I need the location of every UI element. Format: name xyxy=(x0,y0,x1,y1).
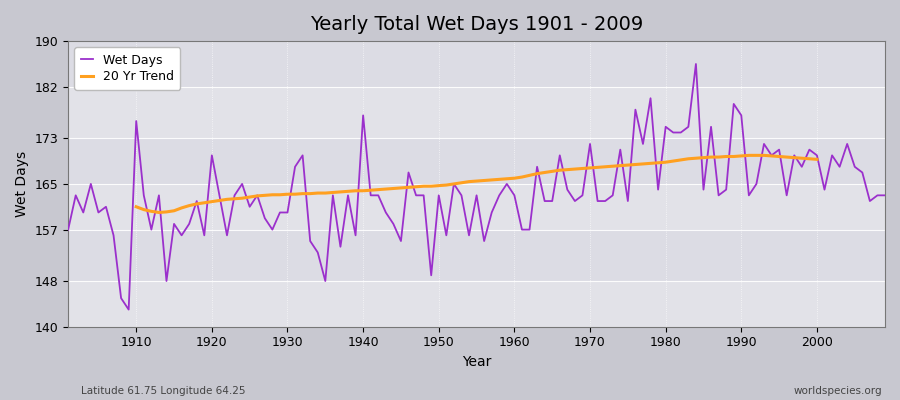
Bar xyxy=(68,138,885,184)
20 Yr Trend xyxy=(297,191,308,196)
Line: Wet Days: Wet Days xyxy=(68,64,885,310)
Line: 20 Yr Trend: 20 Yr Trend xyxy=(136,155,817,212)
Bar xyxy=(68,281,885,327)
Wet Days xyxy=(879,193,890,198)
20 Yr Trend xyxy=(221,197,232,202)
Text: worldspecies.org: worldspecies.org xyxy=(794,386,882,396)
Wet Days xyxy=(517,227,527,232)
20 Yr Trend xyxy=(743,153,754,158)
Wet Days xyxy=(123,307,134,312)
Bar xyxy=(68,87,885,138)
Legend: Wet Days, 20 Yr Trend: Wet Days, 20 Yr Trend xyxy=(75,47,180,90)
Y-axis label: Wet Days: Wet Days xyxy=(15,151,29,217)
20 Yr Trend xyxy=(804,156,814,161)
Wet Days xyxy=(130,119,141,124)
Wet Days xyxy=(343,193,354,198)
Title: Yearly Total Wet Days 1901 - 2009: Yearly Total Wet Days 1901 - 2009 xyxy=(310,15,644,34)
Wet Days xyxy=(690,62,701,66)
X-axis label: Year: Year xyxy=(462,355,491,369)
20 Yr Trend xyxy=(812,157,823,162)
Bar xyxy=(68,41,885,87)
20 Yr Trend xyxy=(312,191,323,196)
20 Yr Trend xyxy=(130,204,141,209)
Bar xyxy=(68,230,885,281)
20 Yr Trend xyxy=(154,210,165,215)
Wet Days xyxy=(509,193,520,198)
Bar xyxy=(68,184,885,230)
Wet Days xyxy=(608,193,618,198)
Text: Latitude 61.75 Longitude 64.25: Latitude 61.75 Longitude 64.25 xyxy=(81,386,246,396)
20 Yr Trend xyxy=(532,171,543,176)
Wet Days xyxy=(297,153,308,158)
Wet Days xyxy=(63,227,74,232)
20 Yr Trend xyxy=(713,155,724,160)
